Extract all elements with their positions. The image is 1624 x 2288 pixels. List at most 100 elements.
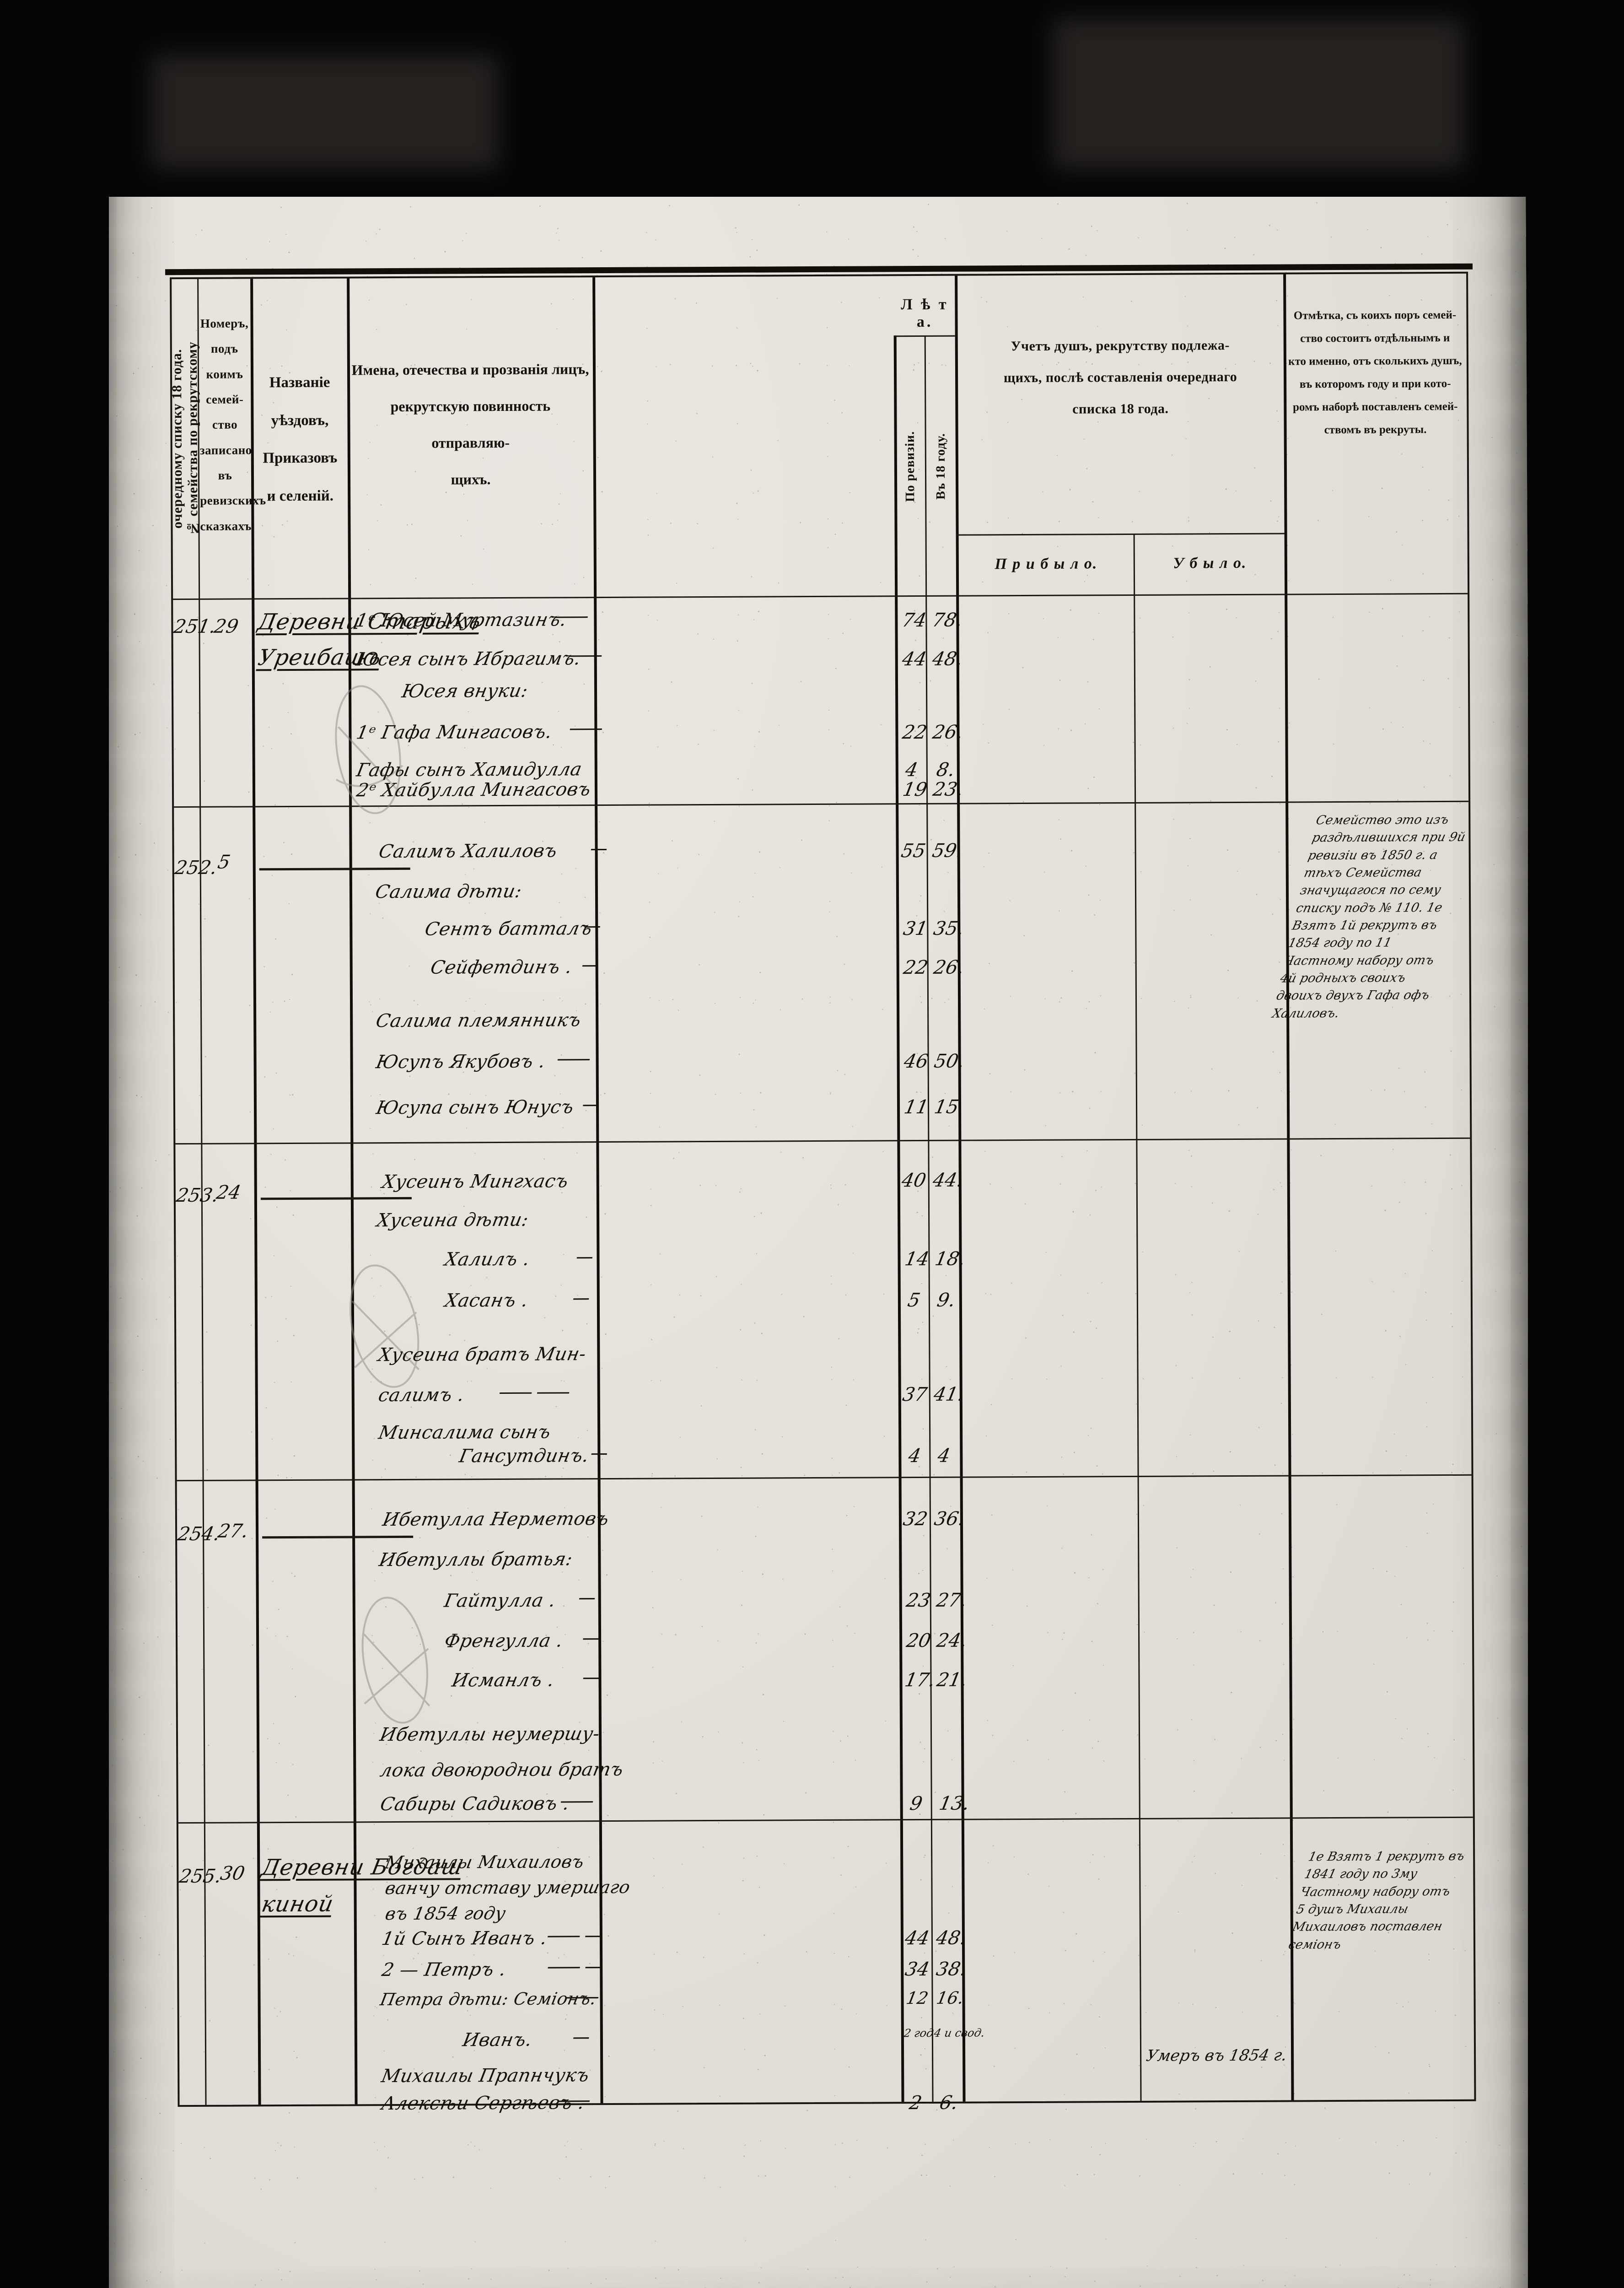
age-by-revision: 74 [900, 609, 929, 631]
scan-frame-left [0, 0, 109, 2288]
age-in-year: 15 [932, 1095, 961, 1118]
header-souls: Учетъ душъ, рекрутству подлежа- щихъ, по… [1003, 338, 1237, 417]
row-family-no: 254. [176, 1522, 222, 1545]
header-years-in-18: Въ 18 году. [933, 432, 948, 500]
header-revision-number: Номеръ, подъ коимъ семей- ство записано … [199, 316, 266, 533]
col-sep-4 [592, 277, 603, 2104]
person-name: Юсея сынъ Ибрагимъ. [354, 648, 583, 670]
age-in-year: 35. [931, 917, 966, 939]
age-by-revision: 19 [901, 778, 929, 801]
person-name: Френгулла . [442, 1630, 565, 1652]
person-name: въ 1854 году [383, 1903, 508, 1924]
person-name: Сентъ батталъ [423, 918, 594, 940]
col-sep-9 [1283, 274, 1294, 2100]
header-years-by-revision: По ревизіи. [903, 431, 918, 502]
age-by-revision: 9 [908, 1792, 925, 1815]
person-name: Гайтулла . [442, 1590, 558, 1612]
age-in-year: 6. [937, 2091, 960, 2114]
age-by-revision: 2 год [903, 2026, 935, 2040]
row-sep-253-254 [177, 1474, 1472, 1482]
age-in-year: 16. [935, 1988, 966, 2008]
scan-flare [1052, 18, 1464, 169]
age-in-year: 36. [932, 1507, 967, 1530]
age-by-revision: 2 [907, 2091, 924, 2114]
age-by-revision: 23 [904, 1589, 933, 1612]
age-in-year: 24. [935, 1629, 969, 1651]
person-name: Юсея внуки: [400, 680, 530, 702]
header-arrived: П р и б ы л о. [995, 555, 1098, 573]
person-name: Хасанъ . [443, 1290, 530, 1311]
age-in-year: 26. [932, 956, 966, 978]
header-names: Имена, отечества и прозванія лицъ, рекру… [351, 361, 589, 488]
village-ditto-line [262, 1535, 414, 1539]
person-name: Михаилы Михаиловъ [383, 1851, 586, 1873]
age-in-year: 78. [930, 609, 965, 631]
age-in-year: 48. [930, 648, 965, 670]
person-name: Салима племянникъ [374, 1009, 583, 1032]
person-name: Салимъ Халиловъ [377, 840, 559, 863]
age-by-revision: 37 [901, 1383, 929, 1406]
header-family-number: очередному списку 18 года. № семейства п… [169, 341, 201, 536]
col-sep-3 [347, 278, 358, 2105]
col-sep-8 [1133, 533, 1142, 2101]
age-by-revision: 22 [900, 721, 929, 744]
row-family-no: 253. [174, 1184, 220, 1207]
age-in-year: 59. [930, 839, 965, 862]
age-by-revision: 31 [901, 917, 930, 940]
person-name: ванчу отставу умершаго [383, 1877, 632, 1899]
age-by-revision: 4 [903, 759, 920, 781]
col-sep-2 [250, 279, 261, 2105]
person-name: Хусеина дѣти: [375, 1209, 531, 1231]
age-by-revision: 17. [903, 1668, 937, 1691]
row-remarks: Семейство это изъ раздѣлившихся при 9й р… [1271, 812, 1467, 1021]
arrived-departed-rule [956, 533, 1285, 536]
person-name: Ибетулла Нерметовъ [381, 1508, 611, 1531]
age-in-year: 50. [932, 1050, 967, 1072]
person-name: Гансутдинъ. [457, 1445, 591, 1467]
age-by-revision: 12 [904, 1988, 930, 2008]
person-name: Юсупа сынъ Юнусъ [374, 1096, 576, 1119]
age-in-year: 4 [936, 1444, 952, 1467]
person-name: Исманлъ . [450, 1669, 556, 1691]
row-remarks: 1е Взятъ 1 рекрутъ въ 1841 году по 3му Ч… [1287, 1849, 1466, 1952]
row-sep-252-253 [175, 1137, 1470, 1145]
person-name: Гафы сынъ Хамидулла [355, 759, 584, 781]
age-in-year: 4 и свод. [933, 2026, 986, 2040]
age-by-revision: 11 [902, 1095, 930, 1118]
person-name: Иванъ. [461, 2029, 534, 2051]
village-ditto-line [260, 1197, 412, 1200]
age-by-revision: 34 [903, 1958, 931, 1980]
person-name: Хусеинъ Мингхасъ [380, 1171, 570, 1193]
age-by-revision: 20 [904, 1629, 933, 1652]
age-in-year: 38. [934, 1958, 969, 1980]
age-in-year: 23. [931, 778, 965, 800]
row-revision-no: 30 [218, 1862, 247, 1884]
age-by-revision: 5 [906, 1289, 922, 1311]
person-name: 1й Сынъ Иванъ . [380, 1927, 549, 1950]
age-by-revision: 40 [900, 1169, 928, 1192]
person-name: Сейфетдинъ . [429, 956, 574, 978]
person-name: Халилъ . [443, 1248, 532, 1270]
age-by-revision: 55 [899, 839, 928, 862]
row-family-no: 255. [177, 1865, 224, 1888]
age-in-year: 9. [935, 1289, 957, 1311]
row-revision-no: 27. [216, 1520, 250, 1542]
row-village-line: киной [259, 1891, 336, 1917]
age-by-revision: 44 [900, 648, 929, 670]
age-by-revision: 46 [902, 1050, 930, 1073]
person-name: Юсупъ Якубовъ . [374, 1051, 548, 1073]
person-name: Сабиры Садиковъ . [378, 1793, 571, 1815]
pencil-crossout-icon [349, 1264, 419, 1388]
age-by-revision: 22 [902, 956, 930, 979]
header-years-group: Л ѣ т а. [901, 296, 949, 331]
person-name: Михаилы Прапнчукъ [379, 2065, 591, 2087]
age-in-year: 8. [935, 758, 957, 781]
person-name: 1ᵉ Гафа Мингасовъ. [355, 721, 554, 744]
scan-flare [151, 55, 499, 169]
row-revision-no: 29 [212, 615, 241, 637]
age-by-revision: 32 [901, 1507, 930, 1530]
age-in-year: 48. [934, 1926, 968, 1949]
paper-sheet: 5605 очередному списку 18 года. [98, 70, 1535, 2288]
age-in-year: 41. [932, 1383, 966, 1405]
